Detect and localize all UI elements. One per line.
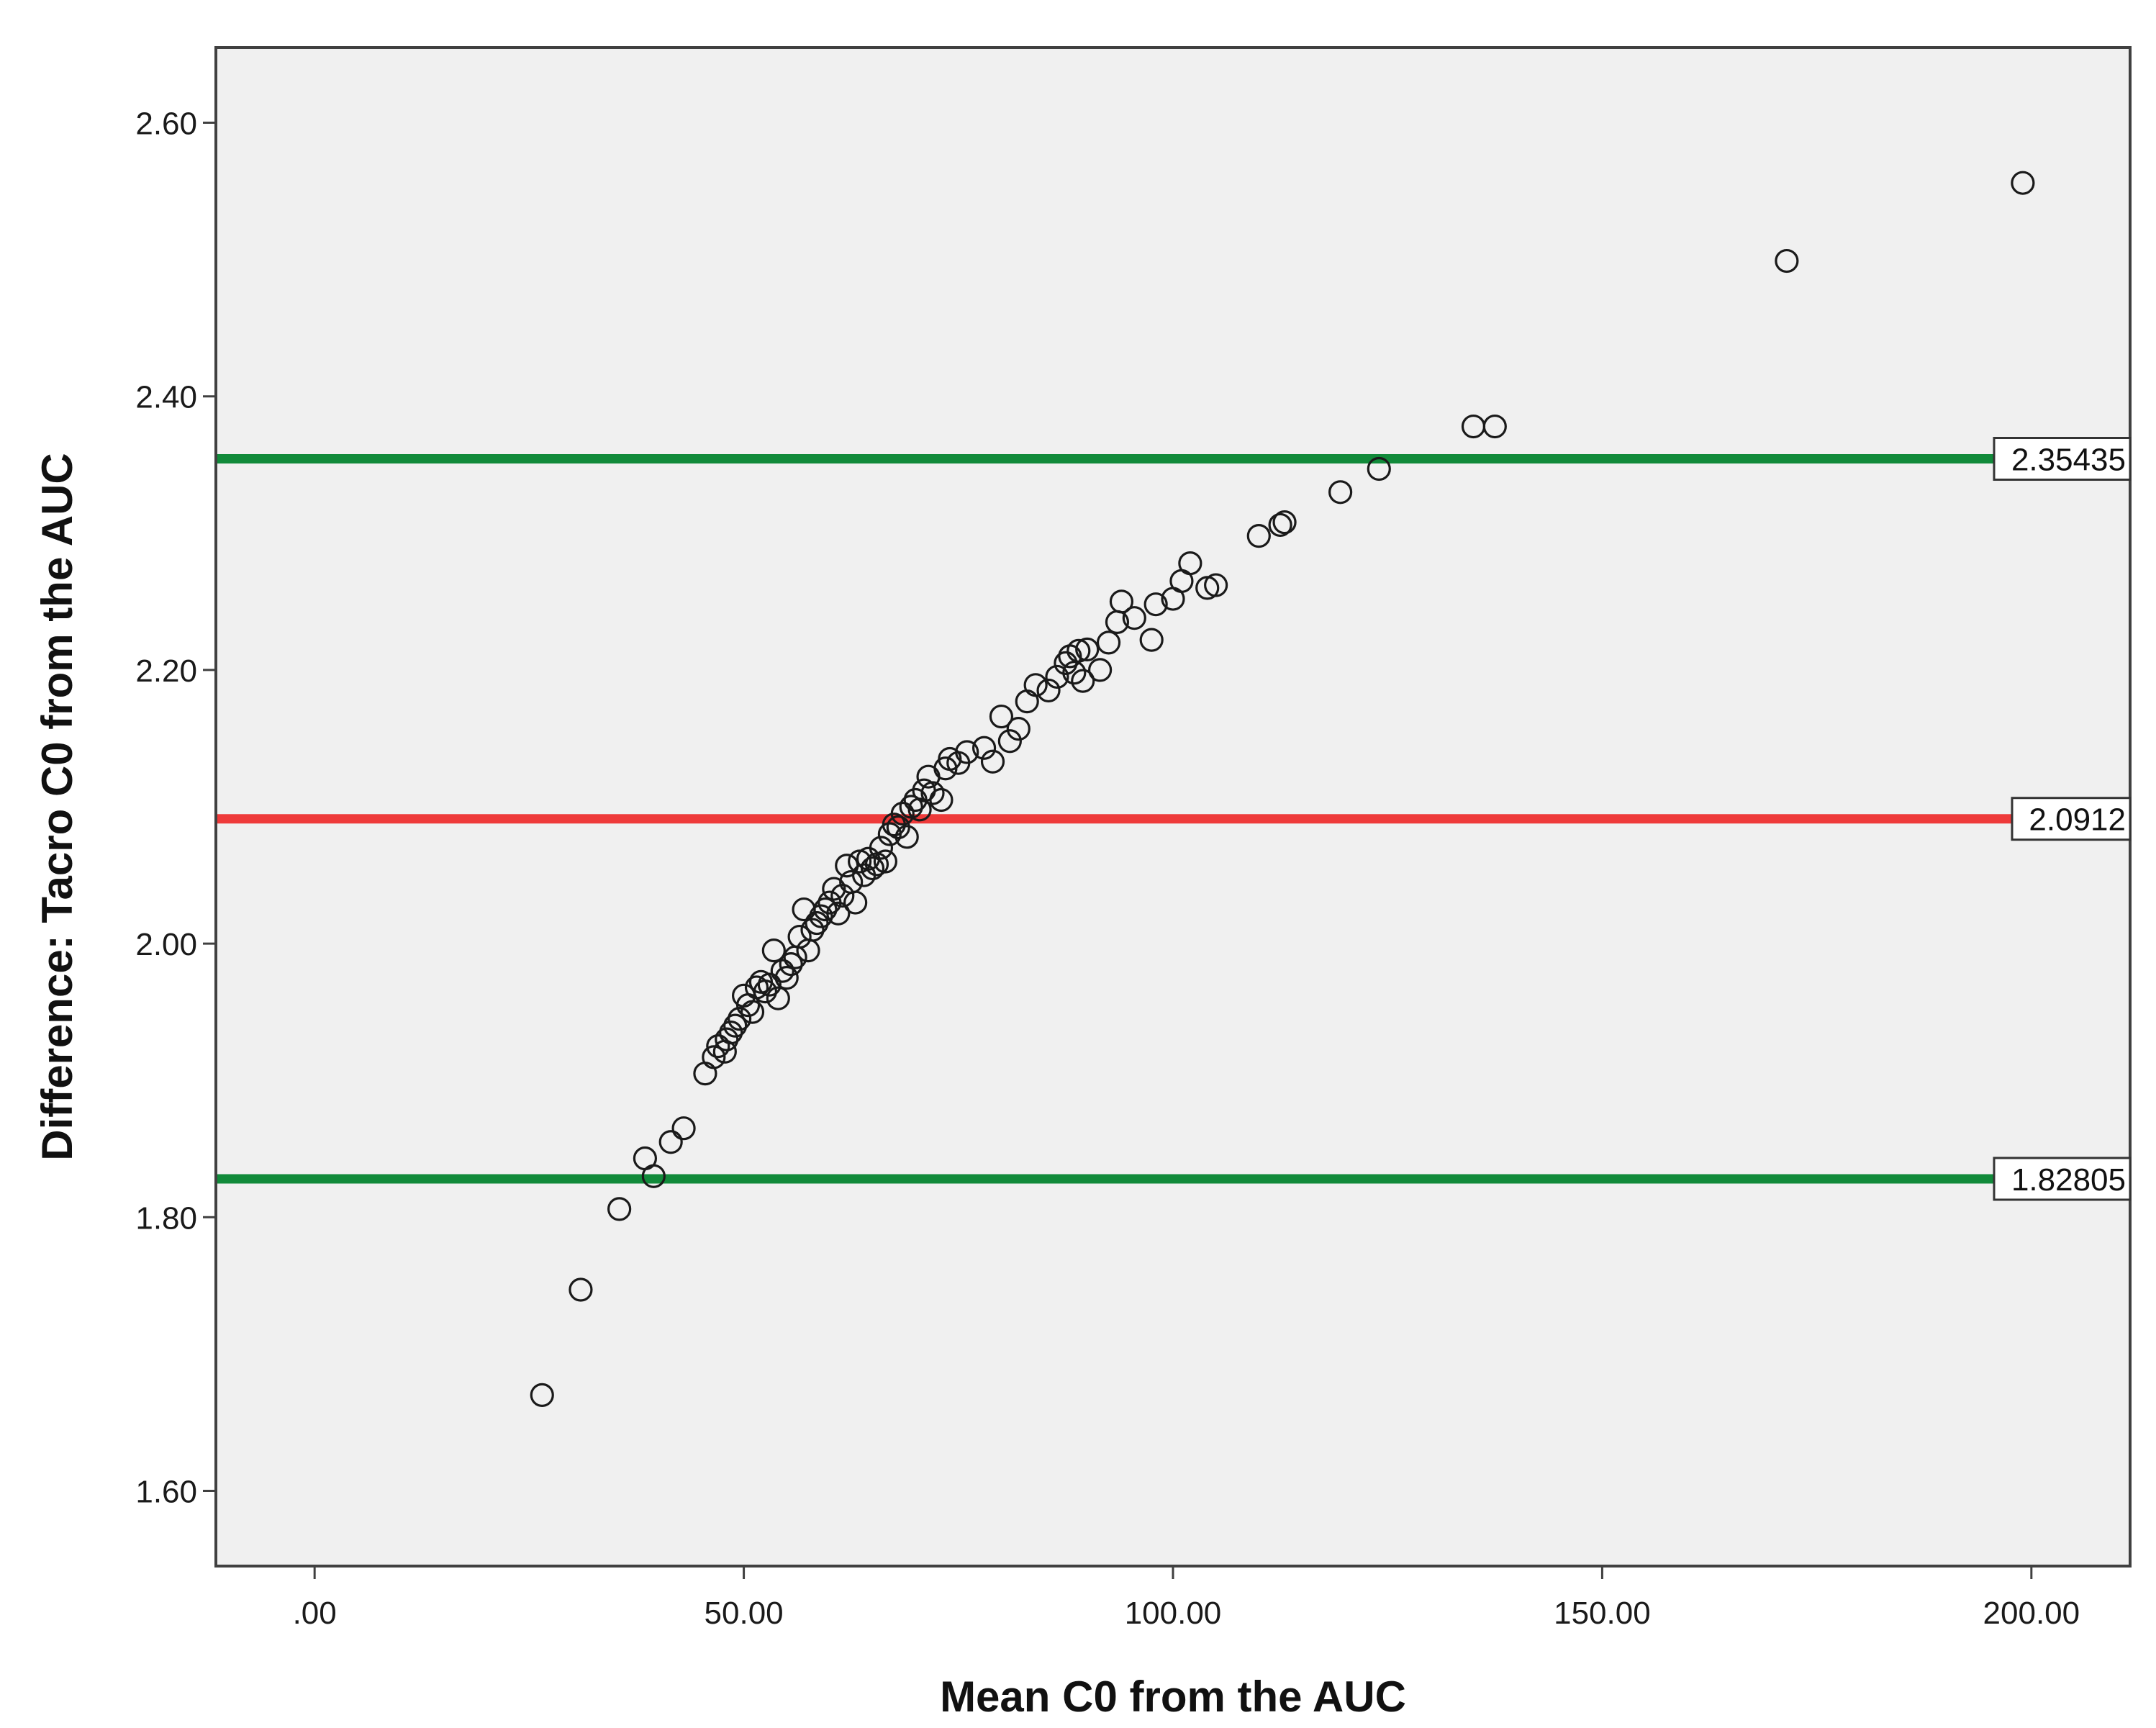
data-point: [920, 781, 945, 805]
data-point: [1775, 248, 1799, 273]
reference-labels: 2.35435 2.0912 1.82805: [1993, 437, 2132, 1201]
data-point: [894, 825, 919, 849]
data-point: [761, 938, 786, 963]
data-point: [715, 1027, 739, 1051]
reference-lines: [216, 454, 2130, 1184]
y-tick-label: 1.60: [135, 1474, 197, 1509]
data-point: [2011, 171, 2035, 195]
data-point: [822, 877, 846, 901]
y-axis-title: Difference: Tacro C0 from the AUC: [33, 453, 81, 1161]
data-point: [1367, 456, 1391, 481]
data-point: [671, 1116, 696, 1141]
data-point: [706, 1034, 730, 1059]
data-point: [800, 918, 825, 942]
data-points: [530, 171, 2035, 1407]
x-tick-label: 100.00: [1125, 1596, 1222, 1631]
data-point: [869, 836, 894, 860]
data-point: [740, 1000, 765, 1024]
reference-label-0: 2.35435: [2011, 443, 2126, 478]
data-point: [980, 749, 1005, 774]
data-point: [753, 980, 778, 1004]
data-point: [1071, 669, 1095, 693]
data-point: [997, 729, 1022, 754]
data-point: [805, 910, 829, 936]
data-point: [774, 966, 799, 990]
data-point: [779, 952, 803, 977]
x-axis-title: Mean C0 from the AUC: [940, 1673, 1406, 1721]
data-point: [1036, 678, 1061, 703]
reference-label-box-2: [1993, 1157, 2132, 1201]
data-point: [757, 972, 782, 997]
y-axis: 1.60 1.80 2.00 2.20 2.40 2.60: [135, 107, 216, 1509]
reference-label-box-0: [1993, 437, 2132, 481]
y-tick-label: 2.20: [135, 653, 197, 689]
data-point: [873, 849, 898, 874]
data-point: [826, 901, 851, 926]
data-point: [1088, 658, 1113, 682]
data-point: [569, 1277, 593, 1302]
data-point: [890, 801, 915, 826]
data-point: [1122, 606, 1146, 630]
y-tick-label: 2.00: [135, 927, 197, 962]
x-axis: .00 50.00 100.00 150.00 200.00: [293, 1566, 2080, 1631]
data-point: [1246, 524, 1271, 548]
data-point: [1143, 592, 1168, 617]
data-point: [971, 736, 997, 760]
data-point: [1066, 638, 1091, 663]
data-point: [955, 740, 979, 764]
data-point: [723, 1013, 748, 1038]
data-point: [843, 890, 868, 915]
data-point: [1023, 673, 1048, 697]
x-tick-label: 50.00: [705, 1596, 784, 1631]
data-point: [728, 1007, 752, 1031]
data-point: [719, 1021, 743, 1045]
data-point: [770, 959, 794, 983]
y-tick-label: 2.40: [135, 380, 197, 415]
reference-label-box-1: [2011, 797, 2132, 841]
data-point: [1272, 510, 1297, 535]
data-point: [1096, 630, 1121, 655]
data-point: [530, 1383, 554, 1407]
data-point: [1006, 717, 1031, 741]
data-point: [787, 924, 812, 949]
data-point: [1109, 589, 1134, 614]
data-point: [607, 1197, 632, 1221]
data-point: [1045, 664, 1069, 689]
data-point: [860, 856, 885, 881]
data-point: [830, 883, 855, 908]
reference-label-2: 1.82805: [2011, 1162, 2126, 1198]
data-point: [1328, 480, 1353, 505]
data-point: [766, 986, 790, 1010]
data-point: [1178, 551, 1202, 576]
x-tick-label: 150.00: [1554, 1596, 1651, 1631]
data-point: [929, 787, 954, 813]
data-point: [809, 904, 833, 928]
data-point: [702, 1045, 726, 1069]
y-tick-label: 1.80: [135, 1200, 197, 1236]
reference-label-1: 2.0912: [2029, 802, 2126, 838]
data-point: [989, 704, 1014, 729]
data-point: [907, 797, 932, 822]
x-tick-label: .00: [293, 1596, 337, 1631]
data-point: [1204, 573, 1228, 597]
data-point: [1075, 637, 1100, 661]
data-point: [658, 1130, 683, 1154]
data-point: [1482, 414, 1507, 439]
data-point: [813, 897, 838, 922]
x-tick-label: 200.00: [1983, 1596, 2080, 1631]
plot-area: [216, 48, 2130, 1566]
y-tick-label: 2.60: [135, 107, 197, 142]
data-point: [1139, 628, 1164, 652]
data-point: [641, 1164, 666, 1188]
data-point: [1268, 512, 1292, 538]
